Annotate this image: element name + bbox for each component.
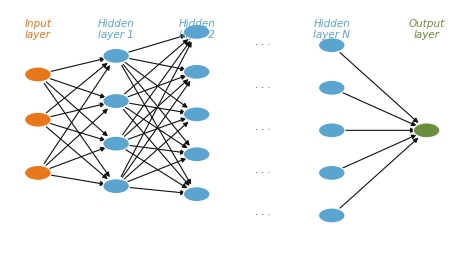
Text: · · ·: · · · <box>255 210 271 221</box>
Circle shape <box>319 80 345 95</box>
Circle shape <box>183 107 210 122</box>
Text: Input
layer: Input layer <box>25 19 51 40</box>
Text: · · ·: · · · <box>255 168 271 178</box>
Circle shape <box>319 123 345 138</box>
Text: Output
layer: Output layer <box>409 19 445 40</box>
Circle shape <box>103 48 129 63</box>
Circle shape <box>319 38 345 53</box>
Text: Hidden
layer N: Hidden layer N <box>313 19 350 40</box>
Text: Hidden
layer 1: Hidden layer 1 <box>98 19 135 40</box>
Circle shape <box>25 67 51 82</box>
Circle shape <box>183 187 210 202</box>
Circle shape <box>183 64 210 79</box>
Circle shape <box>103 179 129 194</box>
Circle shape <box>25 112 51 127</box>
Circle shape <box>103 94 129 109</box>
Circle shape <box>183 147 210 162</box>
Text: · · ·: · · · <box>255 83 271 93</box>
Text: · · ·: · · · <box>255 125 271 135</box>
Circle shape <box>319 165 345 180</box>
Circle shape <box>413 123 440 138</box>
Circle shape <box>183 24 210 39</box>
Circle shape <box>25 165 51 180</box>
Circle shape <box>103 136 129 151</box>
Text: · · ·: · · · <box>255 40 271 50</box>
Text: Hidden
layer 2: Hidden layer 2 <box>178 19 215 40</box>
Circle shape <box>319 208 345 223</box>
